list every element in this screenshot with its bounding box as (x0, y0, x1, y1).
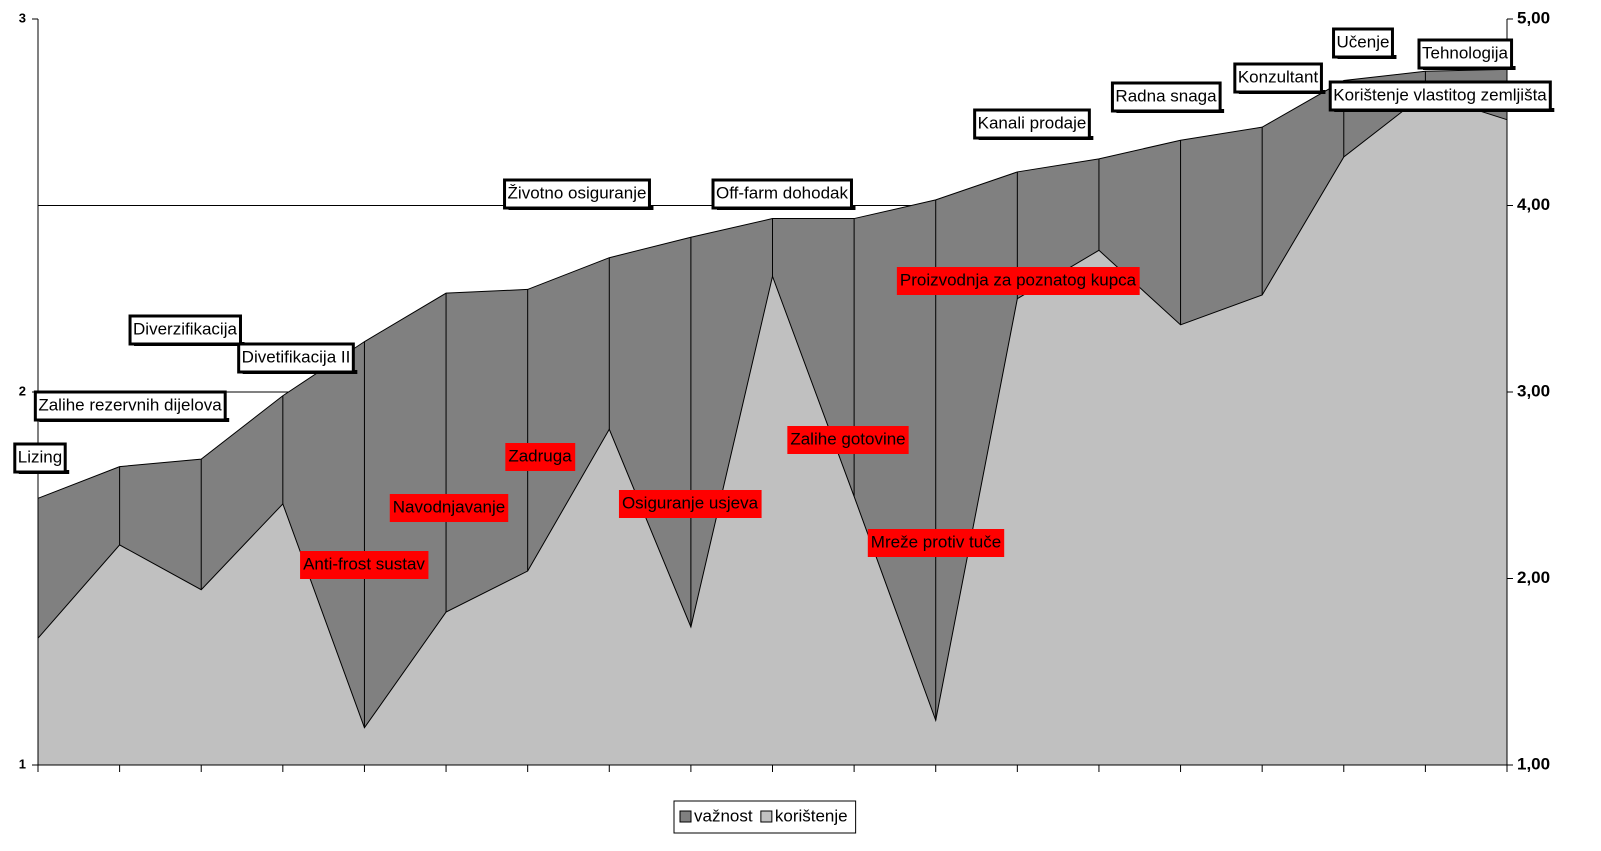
label-text: Tehnologija (1422, 43, 1509, 62)
category-label: Konzultant (1233, 62, 1326, 94)
label-text: Životno osiguranje (508, 183, 647, 202)
label-box (1110, 81, 1222, 113)
y2-tick-label: 3,00 (1517, 381, 1550, 400)
label-text: Diverzifikacija (133, 319, 237, 338)
label-text: Off-farm dohodak (716, 183, 848, 202)
category-label: Navodnjavanje (389, 494, 509, 522)
category-label: Diverzifikacija (128, 314, 245, 346)
area (37, 93, 1508, 766)
category-label: Kanali prodaje (973, 108, 1094, 140)
y-tick-label: 3 (19, 10, 26, 25)
legend-label: važnost (694, 806, 753, 825)
label-box (389, 494, 509, 522)
label-text: Konzultant (1238, 67, 1319, 86)
category-label: Proizvodnja za poznatog kupca (896, 267, 1140, 295)
label-box (128, 314, 242, 346)
category-label: Korištenje vlastitog zemljišta (1328, 80, 1555, 112)
label-text: Radna snaga (1115, 86, 1217, 105)
legend: važnost korištenje (673, 800, 857, 834)
category-label: Tehnologija (1417, 38, 1516, 70)
y-tick-label: 1 (19, 756, 26, 771)
label-text: Zadruga (508, 446, 572, 465)
label-box (867, 529, 1005, 557)
label-text: Divetifikacija II (242, 347, 351, 366)
label-text: Proizvodnja za poznatog kupca (900, 270, 1137, 289)
category-label: Zalihe gotovine (787, 426, 909, 454)
label-box (1233, 62, 1323, 94)
label-box (505, 443, 576, 471)
label-text: Korištenje vlastitog zemljišta (1333, 85, 1547, 104)
category-label: Osiguranje usjeva (618, 490, 762, 518)
label-box (1328, 80, 1552, 112)
legend-swatch (760, 810, 773, 823)
category-label: Lizing (13, 442, 70, 474)
category-label: Zadruga (505, 443, 576, 471)
label-text: Anti-frost sustav (303, 554, 425, 573)
label-text: Lizing (18, 447, 62, 466)
label-text: Učenje (1337, 32, 1390, 51)
category-label: Radna snaga (1110, 81, 1225, 113)
label-box (300, 551, 429, 579)
y2-tick-label: 5,00 (1517, 8, 1550, 27)
category-label: Divetifikacija II (237, 342, 358, 374)
category-label: Životno osiguranje (503, 178, 654, 210)
label-box (503, 178, 651, 210)
label-text: Zalihe gotovine (790, 429, 905, 448)
legend-swatch (679, 810, 692, 823)
label-box (618, 490, 762, 518)
category-label: Off-farm dohodak (711, 178, 856, 210)
label-text: Navodnjavanje (393, 497, 505, 516)
label-box (711, 178, 853, 210)
y2-tick-label: 1,00 (1517, 754, 1550, 773)
label-text: Osiguranje usjeva (622, 493, 759, 512)
category-label: Mreže protiv tuče (867, 529, 1005, 557)
label-box (13, 442, 67, 474)
label-box (973, 108, 1091, 140)
legend-label: korištenje (775, 806, 848, 825)
y2-tick-label: 2,00 (1517, 568, 1550, 587)
label-text: Mreže protiv tuče (871, 532, 1001, 551)
category-label: Učenje (1332, 27, 1397, 59)
label-box (896, 267, 1140, 295)
label-box (237, 342, 355, 374)
category-label: Anti-frost sustav (300, 551, 429, 579)
y-tick-label: 2 (19, 383, 26, 398)
category-label: Zalihe rezervnih dijelova (33, 390, 230, 422)
label-box (787, 426, 909, 454)
y2-tick-label: 4,00 (1517, 195, 1550, 214)
label-box (33, 390, 227, 422)
label-box (1332, 27, 1394, 59)
label-text: Kanali prodaje (978, 113, 1087, 132)
label-box (1417, 38, 1514, 70)
label-text: Zalihe rezervnih dijelova (38, 395, 222, 414)
